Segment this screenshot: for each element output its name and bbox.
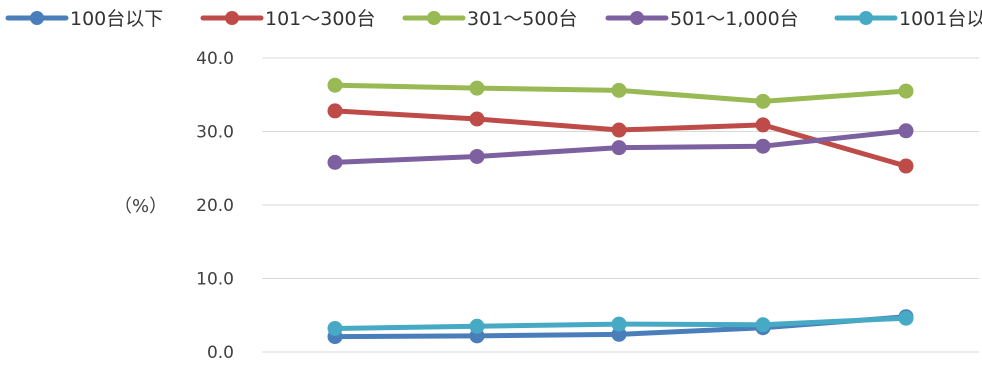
data-point	[469, 111, 485, 127]
legend: 100台以下 101～300台 301～500台 501～1,000台 1001台以上	[5, 8, 982, 30]
data-point	[611, 326, 627, 342]
data-point	[611, 122, 627, 138]
data-point	[898, 158, 914, 174]
data-point	[327, 320, 343, 336]
legend-item: 501～1,000台	[605, 8, 799, 30]
legend-item: 100台以下	[5, 8, 163, 30]
series	[327, 310, 914, 336]
legend-item: 301～500台	[402, 8, 578, 30]
legend-swatch-marker	[859, 11, 873, 25]
data-point	[327, 103, 343, 119]
data-point	[611, 140, 627, 156]
series	[327, 77, 914, 109]
legend-label: 501～1,000台	[670, 8, 799, 30]
data-point	[898, 310, 914, 326]
y-tick-label: 0.0	[207, 343, 234, 363]
legend-item: 101～300台	[200, 8, 376, 30]
data-point	[327, 77, 343, 93]
y-axis-ticks: 0.0 10.0 20.0 30.0 40.0	[196, 49, 234, 363]
legend-label: 101～300台	[265, 8, 376, 30]
y-axis-title: （%）	[114, 196, 167, 217]
legend-swatch-marker	[427, 11, 441, 25]
legend-label: 1001台以上	[899, 8, 982, 30]
legend-label: 100台以下	[70, 8, 163, 30]
data-point	[469, 318, 485, 334]
legend-swatch-marker	[30, 11, 44, 25]
data-point	[611, 82, 627, 98]
series	[327, 123, 914, 170]
legend-swatch-marker	[225, 11, 239, 25]
data-point	[755, 117, 771, 133]
y-tick-label: 20.0	[196, 196, 234, 216]
data-point	[755, 317, 771, 333]
data-point	[327, 154, 343, 170]
legend-label: 301～500台	[467, 8, 578, 30]
legend-item: 1001台以上	[834, 8, 982, 30]
series-group	[327, 77, 914, 345]
data-point	[469, 148, 485, 164]
y-tick-label: 10.0	[196, 270, 234, 290]
data-point	[898, 123, 914, 139]
y-tick-label: 40.0	[196, 49, 234, 69]
y-tick-label: 30.0	[196, 123, 234, 143]
data-point	[755, 93, 771, 109]
gridlines	[262, 57, 979, 353]
data-point	[898, 83, 914, 99]
data-point	[469, 80, 485, 96]
data-point	[755, 138, 771, 154]
legend-swatch-marker	[630, 11, 644, 25]
data-point	[611, 316, 627, 332]
